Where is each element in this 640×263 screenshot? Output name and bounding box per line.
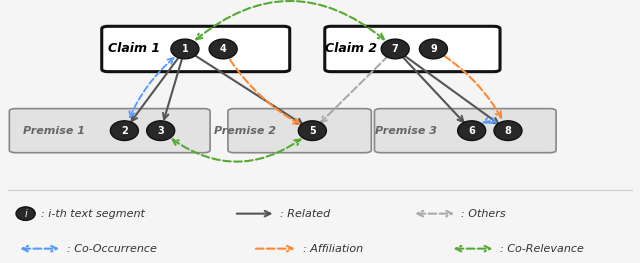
Text: 7: 7 bbox=[392, 44, 399, 54]
Text: Claim 1: Claim 1 bbox=[108, 43, 160, 55]
Text: i: i bbox=[24, 209, 27, 219]
FancyBboxPatch shape bbox=[374, 109, 556, 153]
Text: Premise 2: Premise 2 bbox=[214, 126, 276, 136]
Ellipse shape bbox=[298, 121, 326, 140]
Text: : i-th text segment: : i-th text segment bbox=[41, 209, 145, 219]
Text: Premise 3: Premise 3 bbox=[375, 126, 437, 136]
Text: : Co-Relevance: : Co-Relevance bbox=[500, 244, 584, 254]
Text: 5: 5 bbox=[309, 126, 316, 136]
Text: : Affiliation: : Affiliation bbox=[303, 244, 363, 254]
Text: Claim 2: Claim 2 bbox=[324, 43, 377, 55]
Ellipse shape bbox=[147, 121, 175, 140]
Text: 1: 1 bbox=[182, 44, 188, 54]
Ellipse shape bbox=[16, 207, 35, 220]
FancyBboxPatch shape bbox=[102, 26, 290, 72]
Text: 3: 3 bbox=[157, 126, 164, 136]
Ellipse shape bbox=[209, 39, 237, 59]
Text: 8: 8 bbox=[504, 126, 511, 136]
Text: Premise 1: Premise 1 bbox=[22, 126, 84, 136]
Ellipse shape bbox=[381, 39, 409, 59]
Text: : Related: : Related bbox=[280, 209, 331, 219]
FancyBboxPatch shape bbox=[228, 109, 371, 153]
Ellipse shape bbox=[494, 121, 522, 140]
Text: 4: 4 bbox=[220, 44, 227, 54]
Ellipse shape bbox=[419, 39, 447, 59]
Ellipse shape bbox=[171, 39, 199, 59]
Text: 9: 9 bbox=[430, 44, 437, 54]
Ellipse shape bbox=[458, 121, 486, 140]
Text: : Others: : Others bbox=[461, 209, 506, 219]
Text: 2: 2 bbox=[121, 126, 128, 136]
FancyBboxPatch shape bbox=[324, 26, 500, 72]
Ellipse shape bbox=[110, 121, 138, 140]
Text: : Co-Occurrence: : Co-Occurrence bbox=[67, 244, 157, 254]
Text: 6: 6 bbox=[468, 126, 475, 136]
FancyBboxPatch shape bbox=[10, 109, 210, 153]
